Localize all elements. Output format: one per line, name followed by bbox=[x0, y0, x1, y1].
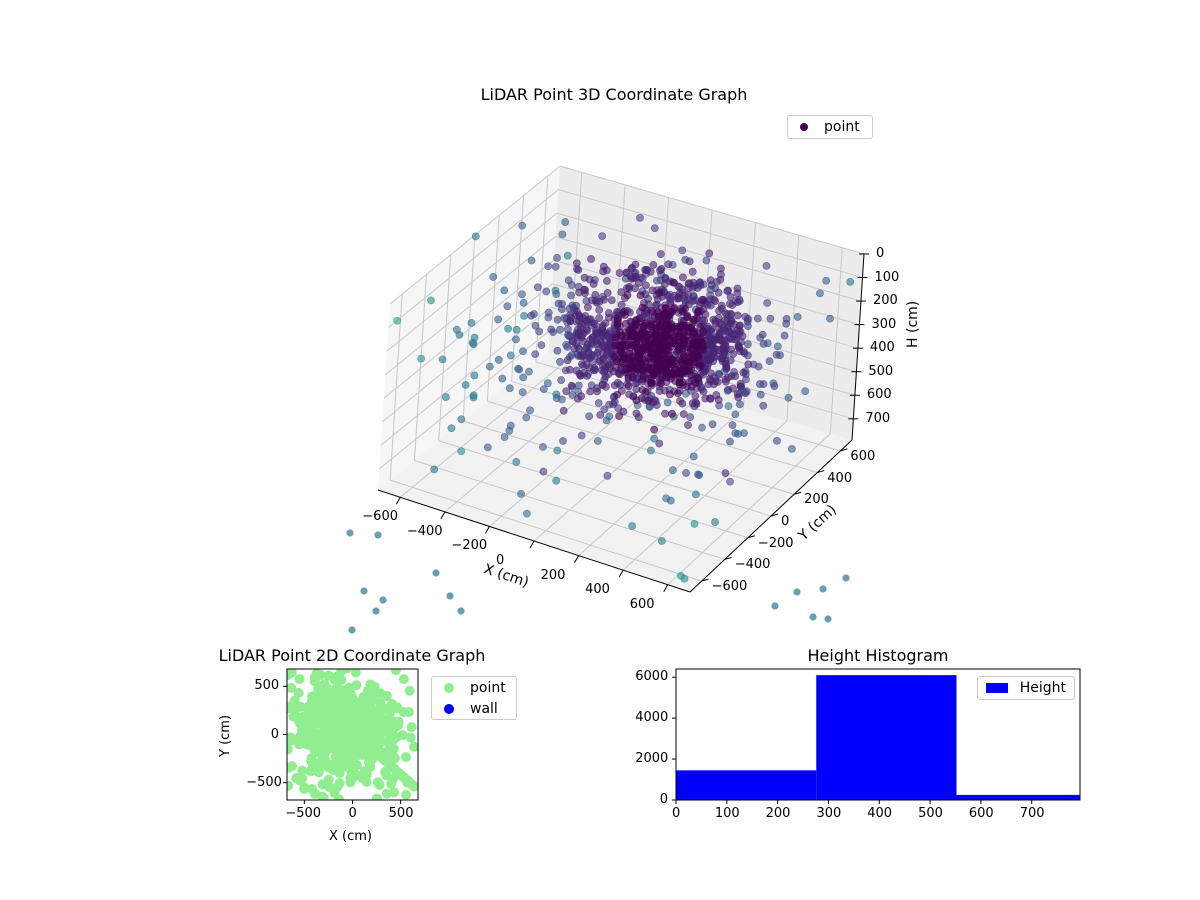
plot3d-legend: point bbox=[787, 115, 873, 139]
tick-label: −500 bbox=[285, 806, 322, 821]
tick-label: 500 bbox=[918, 806, 943, 821]
tick-label: 6000 bbox=[635, 669, 669, 685]
tick-label: 0 bbox=[781, 514, 790, 529]
tick-label: −400 bbox=[406, 523, 443, 539]
legend-label-height: Height bbox=[1019, 680, 1066, 696]
tick-label: 300 bbox=[816, 806, 842, 821]
legend-marker-icon bbox=[444, 703, 454, 714]
legend-marker-icon bbox=[444, 682, 454, 693]
tick-label: 300 bbox=[871, 316, 897, 332]
tick-label: −200 bbox=[451, 538, 488, 554]
tick-label: 400 bbox=[585, 582, 610, 598]
tick-label: 700 bbox=[1019, 806, 1045, 821]
scatter-points-3d bbox=[346, 213, 855, 634]
tick-label: 400 bbox=[869, 340, 895, 356]
tick-label: 400 bbox=[827, 470, 853, 486]
tick-label: 500 bbox=[388, 806, 414, 821]
tick-label: −500 bbox=[246, 774, 282, 790]
tick-label: 600 bbox=[968, 806, 994, 821]
scatter-points-2d bbox=[287, 669, 418, 800]
tick-label: 200 bbox=[872, 293, 898, 309]
tick-label: −600 bbox=[711, 579, 748, 595]
tick-label: 0 bbox=[270, 726, 280, 742]
plot3d-zlabel: H (cm) bbox=[905, 300, 921, 348]
tick-label: 2000 bbox=[635, 751, 669, 767]
tick-label: 0 bbox=[876, 246, 885, 261]
tick-label: 200 bbox=[540, 567, 566, 583]
legend-patch-icon bbox=[986, 683, 1008, 693]
plot2d-legend: point wall bbox=[431, 676, 517, 720]
legend-label-wall: wall bbox=[470, 700, 498, 717]
tick-label: 200 bbox=[765, 806, 791, 821]
tick-label: 200 bbox=[804, 492, 829, 508]
tick-label: 500 bbox=[868, 363, 894, 379]
tick-label: 0 bbox=[659, 792, 669, 807]
histogram-legend: Height bbox=[977, 676, 1075, 700]
tick-label: 0 bbox=[496, 553, 505, 568]
tick-label: 400 bbox=[867, 806, 893, 821]
tick-label: 0 bbox=[672, 806, 681, 821]
tick-label: 700 bbox=[865, 410, 891, 426]
histogram-bars bbox=[676, 675, 1080, 800]
tick-label: 100 bbox=[714, 806, 740, 821]
tick-label: 600 bbox=[850, 448, 876, 464]
tick-label: 0 bbox=[348, 806, 357, 821]
plot2d-xlabel: X (cm) bbox=[329, 829, 372, 844]
tick-label: 4000 bbox=[635, 710, 669, 726]
legend-marker-icon bbox=[800, 123, 808, 131]
plot2d-ylabel: Y (cm) bbox=[218, 714, 233, 757]
legend-label-point: point bbox=[824, 119, 860, 135]
tick-label: 100 bbox=[874, 269, 900, 285]
legend-label-point: point bbox=[470, 679, 506, 696]
histogram-title: Height Histogram bbox=[807, 646, 949, 665]
tick-label: 600 bbox=[629, 596, 655, 612]
tick-label: −600 bbox=[362, 509, 398, 525]
tick-label: 600 bbox=[866, 387, 892, 403]
tick-label: −200 bbox=[757, 535, 794, 551]
tick-label: −400 bbox=[734, 557, 771, 573]
tick-label: 500 bbox=[254, 678, 280, 694]
plot2d-title: LiDAR Point 2D Coordinate Graph bbox=[218, 646, 486, 665]
plot3d-title: LiDAR Point 3D Coordinate Graph bbox=[480, 85, 748, 104]
